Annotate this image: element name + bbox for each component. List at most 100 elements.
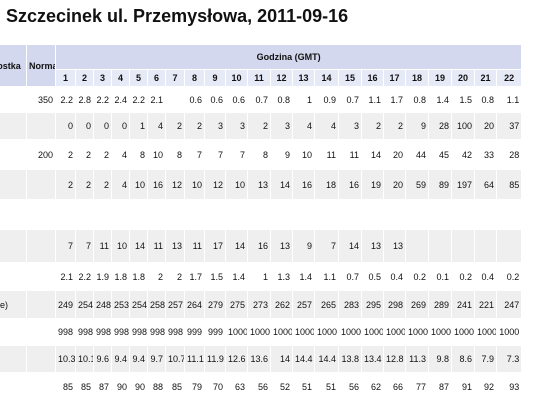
data-row: µg/m³22241016121012101314161816192059891…	[0, 170, 522, 199]
value-cell: 9	[293, 230, 314, 262]
value-cell	[56, 200, 75, 229]
value-cell: 11.9	[205, 346, 225, 372]
value-cell: 1	[130, 113, 147, 139]
value-cell: 0.6	[185, 87, 204, 112]
value-cell: 998	[166, 319, 184, 345]
value-cell	[475, 200, 496, 229]
value-cell: 16	[293, 170, 314, 199]
value-cell: 89	[429, 170, 451, 199]
value-cell	[185, 200, 204, 229]
value-cell: 64	[475, 170, 496, 199]
value-cell: 93	[497, 373, 522, 400]
value-cell: 11	[94, 230, 111, 262]
value-cell: 11	[339, 140, 361, 169]
value-cell: 90	[112, 373, 129, 400]
value-cell: 1	[248, 263, 270, 290]
hour-cell: 17	[384, 70, 405, 86]
value-cell: 4	[112, 170, 129, 199]
value-cell: 7	[185, 140, 204, 169]
value-cell: 1.9	[94, 263, 111, 290]
value-cell: 10.1	[76, 346, 93, 372]
value-cell: 52	[271, 373, 292, 400]
value-cell: 18	[315, 170, 338, 199]
unit-header: Jednostka	[0, 45, 26, 86]
value-cell: 2	[76, 140, 93, 169]
value-cell: 9.4	[112, 346, 129, 372]
value-cell: 3	[226, 113, 247, 139]
norm-header: Norma	[27, 45, 55, 86]
value-cell: 0.5	[362, 263, 383, 290]
value-cell: 247	[497, 291, 522, 318]
value-cell: 7.9	[475, 346, 496, 372]
value-cell: 2	[56, 140, 75, 169]
value-cell: 262	[271, 291, 292, 318]
value-cell: 241	[452, 291, 474, 318]
value-cell	[166, 200, 184, 229]
value-cell: 1000	[271, 319, 292, 345]
unit-cell: (stopnie)	[0, 291, 26, 318]
value-cell: 20	[384, 170, 405, 199]
value-cell	[452, 230, 474, 262]
value-cell: 70	[205, 373, 225, 400]
value-cell: 249	[56, 291, 75, 318]
norm-cell	[27, 230, 55, 262]
value-cell: 2	[384, 113, 405, 139]
value-cell: 12	[166, 170, 184, 199]
value-cell: 85	[166, 373, 184, 400]
unit-cell: µg/m³	[0, 230, 26, 262]
value-cell	[362, 200, 383, 229]
value-cell: 0	[76, 113, 93, 139]
table-viewport: JednostkaNormaGodzina (GMT)1234567891011…	[0, 44, 540, 407]
data-row: (stopnie)2492542482532542582572642792752…	[0, 291, 522, 318]
value-cell: 3	[339, 113, 361, 139]
value-cell: 0.7	[248, 87, 270, 112]
value-cell: 12.8	[384, 346, 405, 372]
hour-cell: 5	[130, 70, 147, 86]
value-cell	[148, 200, 165, 229]
value-cell: 16	[248, 230, 270, 262]
value-cell	[112, 200, 129, 229]
hour-cell: 20	[452, 70, 474, 86]
value-cell: 2.1	[56, 263, 75, 290]
value-cell: 16	[339, 170, 361, 199]
value-cell: 12.6	[226, 346, 247, 372]
unit-cell: µg/m³	[0, 200, 26, 229]
hour-cell: 12	[271, 70, 292, 86]
value-cell: 221	[475, 291, 496, 318]
norm-cell: 350	[27, 87, 55, 112]
value-cell: 273	[248, 291, 270, 318]
value-cell: 275	[226, 291, 247, 318]
value-cell: 3	[205, 113, 225, 139]
norm-cell	[27, 373, 55, 400]
hour-cell: 1	[56, 70, 75, 86]
value-cell: 85	[497, 170, 522, 199]
value-cell: 79	[185, 373, 204, 400]
hour-cell: 19	[429, 70, 451, 86]
value-cell: 9.6	[94, 346, 111, 372]
value-cell: 13	[271, 230, 292, 262]
value-cell: 1.5	[452, 87, 474, 112]
value-cell	[248, 200, 270, 229]
value-cell: 28	[497, 140, 522, 169]
data-row: hPa9989989989989989989989999991000100010…	[0, 319, 522, 345]
value-cell: 295	[362, 291, 383, 318]
value-cell: 88	[148, 373, 165, 400]
value-cell: 0.2	[406, 263, 428, 290]
value-cell	[497, 230, 522, 262]
value-cell: 11	[148, 230, 165, 262]
value-cell: 8	[166, 140, 184, 169]
value-cell: 2.2	[56, 87, 75, 112]
value-cell: 9.4	[130, 346, 147, 372]
value-cell: 998	[112, 319, 129, 345]
value-cell: 13	[248, 170, 270, 199]
value-cell: 14.4	[293, 346, 314, 372]
value-cell: 1.3	[271, 263, 292, 290]
value-cell: 254	[130, 291, 147, 318]
data-table: JednostkaNormaGodzina (GMT)1234567891011…	[0, 44, 522, 401]
value-cell: 12	[205, 170, 225, 199]
value-cell: 269	[406, 291, 428, 318]
value-cell: 13.6	[248, 346, 270, 372]
hour-cell: 6	[148, 70, 165, 86]
hour-cell: 9	[205, 70, 225, 86]
value-cell: 2.1	[148, 87, 165, 112]
